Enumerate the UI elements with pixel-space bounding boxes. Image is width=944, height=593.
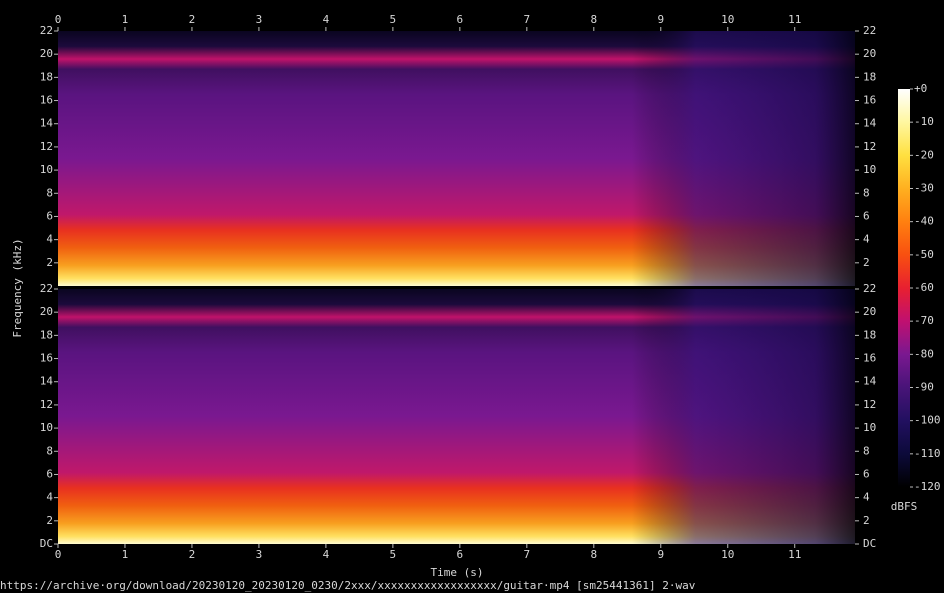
y-tick-label: 6 (863, 467, 870, 480)
x-tick-label: 7 (524, 548, 531, 561)
y-tick-label: 22 (40, 24, 53, 37)
y-tick-label: DC (40, 537, 53, 550)
x-tick-label: 10 (721, 548, 734, 561)
y-tick-label: DC (863, 537, 876, 550)
x-tick-label: 11 (788, 13, 801, 26)
x-tick-label: 3 (256, 13, 263, 26)
y-tick-label: 2 (863, 514, 870, 527)
colorbar-tick-label: -10 (914, 115, 934, 128)
x-tick-label: 8 (590, 548, 597, 561)
y-tick-label: 8 (46, 444, 53, 457)
y-tick-label: 6 (863, 209, 870, 222)
x-tick-label: 6 (457, 13, 464, 26)
y-tick-label: 12 (863, 398, 876, 411)
colorbar-tick-label: -30 (914, 182, 934, 195)
x-tick-label: 10 (721, 13, 734, 26)
colorbar-tick-label: -40 (914, 215, 934, 228)
y-tick-label: 18 (863, 70, 876, 83)
y-tick-label: 20 (863, 47, 876, 60)
y-tick-label: 16 (863, 94, 876, 107)
y-tick-label: 16 (40, 352, 53, 365)
y-tick-label: 14 (40, 117, 54, 130)
x-tick-label: 2 (189, 13, 196, 26)
x-tick-label: 0 (55, 548, 62, 561)
colorbar-tick-label: -110 (914, 447, 941, 460)
colorbar-tick-label: -20 (914, 148, 934, 161)
x-tick-label: 1 (122, 548, 129, 561)
y-tick-label: 4 (863, 233, 870, 246)
colorbar-tick-label: -90 (914, 381, 934, 394)
y-tick-label: 16 (40, 94, 53, 107)
x-tick-label: 9 (657, 548, 664, 561)
y-tick-label: 12 (863, 140, 876, 153)
y-tick-label: 14 (863, 117, 877, 130)
y-tick-label: 10 (40, 421, 53, 434)
footer: https://archive·org/download/20230120_20… (0, 579, 696, 592)
y-tick-label: 4 (46, 233, 53, 246)
y-tick-label: 4 (863, 491, 870, 504)
colorbar-tick-label: -120 (914, 480, 941, 493)
y-tick-label: 16 (863, 352, 876, 365)
y-axis-label: Frequency (kHz) (11, 238, 24, 337)
x-tick-label: 7 (524, 13, 531, 26)
x-axis-label: Time (s) (431, 566, 484, 579)
y-tick-label: 6 (46, 209, 53, 222)
colorbar-tick-label: -80 (914, 347, 934, 360)
y-tick-label: 6 (46, 467, 53, 480)
y-tick-label: 4 (46, 491, 53, 504)
y-tick-label: 18 (40, 328, 53, 341)
y-tick-label: 8 (863, 444, 870, 457)
y-tick-label: 12 (40, 398, 53, 411)
y-tick-label: 2 (46, 256, 53, 269)
y-tick-label: 2 (46, 514, 53, 527)
x-tick-label: 5 (390, 13, 397, 26)
y-tick-label: 22 (863, 282, 876, 295)
y-tick-label: 18 (863, 328, 876, 341)
colorbar-tick-label: -70 (914, 314, 934, 327)
colorbar-label: dBFS (891, 500, 918, 513)
x-tick-label: 1 (122, 13, 129, 26)
y-tick-label: 10 (863, 421, 876, 434)
spectrogram-fade (58, 31, 855, 286)
colorbar-tick-label: -100 (914, 414, 941, 427)
spectrogram-fade (58, 289, 855, 544)
y-tick-label: 20 (40, 305, 53, 318)
y-tick-label: 2 (863, 256, 870, 269)
x-tick-label: 6 (457, 548, 464, 561)
x-tick-label: 3 (256, 548, 263, 561)
y-tick-label: 14 (863, 375, 877, 388)
x-tick-label: 4 (323, 548, 330, 561)
colorbar-tick-label: -60 (914, 281, 934, 294)
colorbar-tick-label: +0 (914, 82, 927, 95)
x-tick-label: 8 (590, 13, 597, 26)
y-tick-label: 20 (863, 305, 876, 318)
y-tick-label: 10 (863, 163, 876, 176)
y-tick-label: 14 (40, 375, 54, 388)
y-tick-label: 22 (863, 24, 876, 37)
x-tick-label: 0 (55, 13, 62, 26)
colorbar (898, 89, 910, 487)
x-tick-label: 2 (189, 548, 196, 561)
x-tick-label: 11 (788, 548, 801, 561)
colorbar-tick-label: -50 (914, 248, 934, 261)
y-tick-label: 8 (46, 186, 53, 199)
x-tick-label: 4 (323, 13, 330, 26)
y-tick-label: 22 (40, 282, 53, 295)
x-tick-label: 5 (390, 548, 397, 561)
y-tick-label: 18 (40, 70, 53, 83)
y-tick-label: 8 (863, 186, 870, 199)
y-tick-label: 20 (40, 47, 53, 60)
y-tick-label: 12 (40, 140, 53, 153)
y-tick-label: 10 (40, 163, 53, 176)
x-tick-label: 9 (657, 13, 664, 26)
